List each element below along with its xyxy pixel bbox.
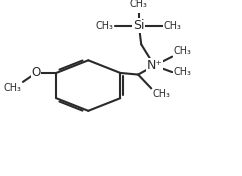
Text: CH₃: CH₃ bbox=[96, 21, 114, 31]
Text: N⁺: N⁺ bbox=[146, 59, 162, 72]
Text: CH₃: CH₃ bbox=[4, 83, 22, 93]
Text: CH₃: CH₃ bbox=[174, 46, 191, 56]
Text: CH₃: CH₃ bbox=[174, 67, 191, 77]
Text: O: O bbox=[31, 66, 41, 79]
Text: CH₃: CH₃ bbox=[130, 0, 148, 9]
Text: Si: Si bbox=[133, 19, 145, 32]
Text: CH₃: CH₃ bbox=[152, 89, 170, 99]
Text: CH₃: CH₃ bbox=[164, 21, 182, 31]
